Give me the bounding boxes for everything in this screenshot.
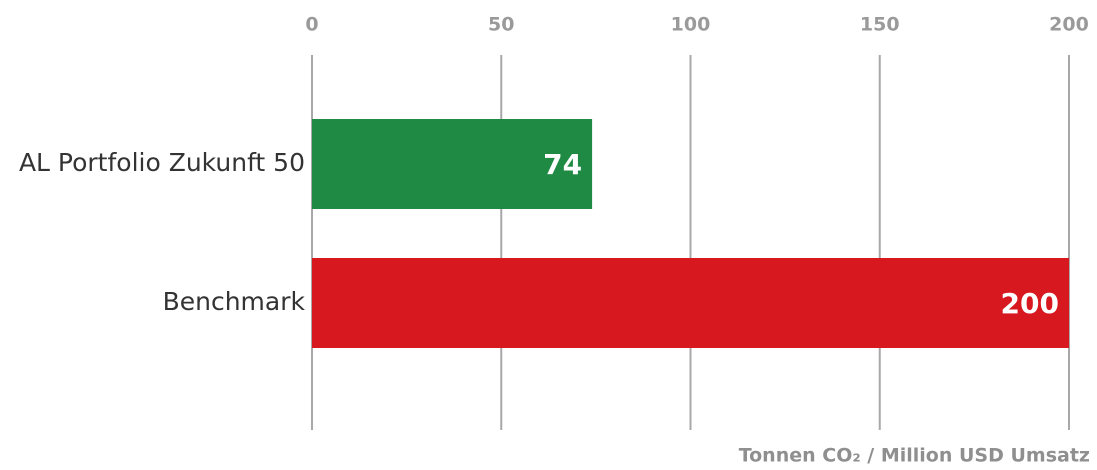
x-tick-label: 100 — [671, 14, 711, 36]
category-label: Benchmark — [163, 287, 306, 316]
x-axis-label: Tonnen CO₂ / Million USD Umsatz — [739, 445, 1090, 467]
x-tick-label: 200 — [1049, 14, 1089, 36]
value-label: 74 — [543, 148, 582, 181]
x-tick-label: 150 — [860, 14, 900, 36]
category-label: AL Portfolio Zukunft 50 — [19, 148, 305, 177]
bar — [312, 258, 1069, 348]
value-label: 200 — [1001, 287, 1059, 320]
x-tick-label: 0 — [305, 14, 318, 36]
x-tick-label: 50 — [488, 14, 514, 36]
bar — [312, 119, 593, 209]
